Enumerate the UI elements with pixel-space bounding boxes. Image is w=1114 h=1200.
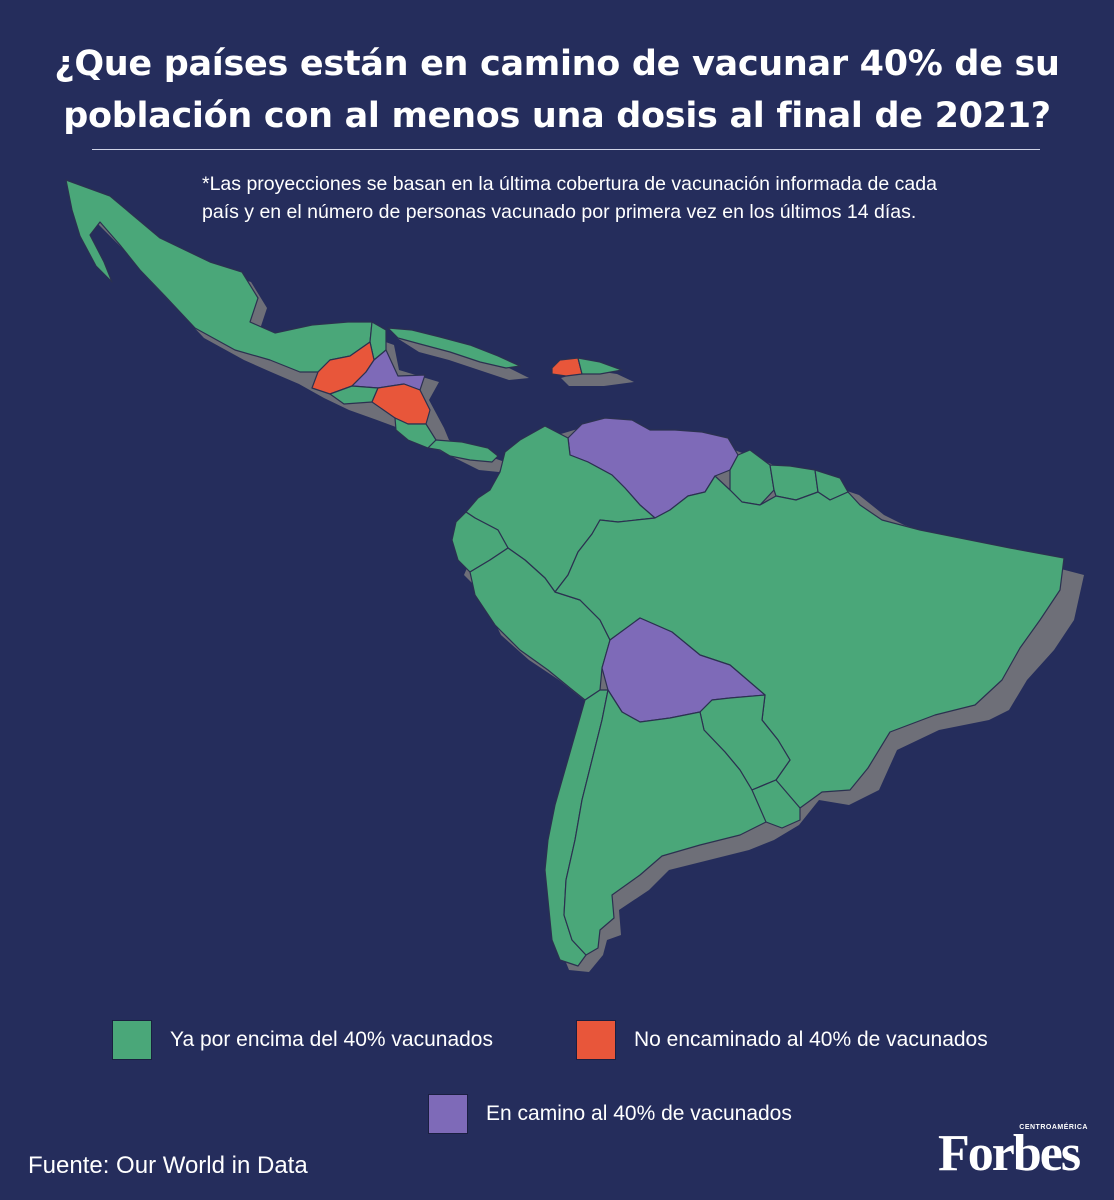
map-title: ¿Que países están en camino de vacunar 4… <box>20 38 1094 142</box>
source-credit: Fuente: Our World in Data <box>28 1152 308 1179</box>
country-cuba <box>387 327 521 369</box>
note-line-1: *Las proyecciones se basan en la última … <box>202 173 937 195</box>
country-dominican-republic <box>577 357 623 375</box>
legend-label-not-on-track: No encaminado al 40% de vacunados <box>634 1028 988 1051</box>
forbes-logo: CENTROAMÉRICA Forbes <box>938 1124 1088 1184</box>
country-mexico <box>65 179 373 373</box>
title-divider <box>92 149 1040 150</box>
legend-label-above-40: Ya por encima del 40% vacunados <box>170 1028 493 1051</box>
title-line-1: ¿Que países están en camino de vacunar 4… <box>54 44 1060 84</box>
country-haiti <box>551 357 583 377</box>
legend-item-not-on-track: No encaminado al 40% de vacunados <box>576 1020 988 1060</box>
logo-wordmark: Forbes <box>938 1125 1081 1182</box>
country-panama <box>427 439 499 463</box>
country-uruguay <box>751 779 801 829</box>
legend-swatch-red <box>576 1020 616 1060</box>
country-argentina <box>563 689 783 956</box>
legend-item-on-track: En camino al 40% de vacunados <box>428 1094 792 1134</box>
note-line-2: país y en el número de personas vacunado… <box>202 201 917 223</box>
legend-swatch-purple <box>428 1094 468 1134</box>
title-line-2: población con al menos una dosis al fina… <box>63 96 1051 136</box>
legend-label-on-track: En camino al 40% de vacunados <box>486 1102 792 1125</box>
map-countries <box>65 179 1065 967</box>
legend-swatch-green <box>112 1020 152 1060</box>
logo-region: CENTROAMÉRICA <box>1019 1124 1088 1131</box>
legend-item-above-40: Ya por encima del 40% vacunados <box>112 1020 493 1060</box>
projection-note: *Las proyecciones se basan en la última … <box>202 170 1062 226</box>
country-brazil <box>554 475 1065 809</box>
